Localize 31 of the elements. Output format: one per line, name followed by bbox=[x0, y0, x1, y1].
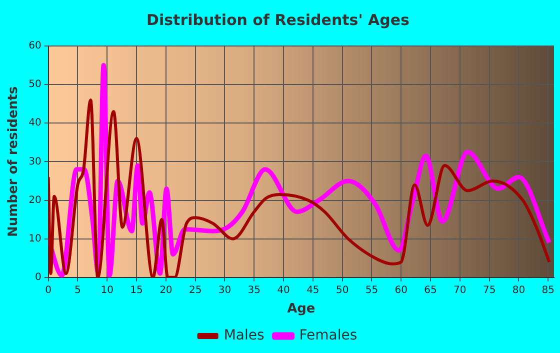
x-tick-label: 45 bbox=[306, 284, 320, 296]
y-tick-label: 0 bbox=[34, 272, 42, 283]
x-tick-label: 30 bbox=[218, 284, 232, 296]
x-tick-label: 55 bbox=[365, 284, 378, 296]
y-tick-label: 50 bbox=[28, 79, 42, 90]
chart-title: Distribution of Residents' Ages bbox=[146, 10, 410, 29]
legend-label: Females bbox=[299, 328, 358, 344]
x-tick-label: 15 bbox=[130, 284, 143, 296]
x-tick-label: 70 bbox=[454, 284, 466, 296]
x-tick-label: 25 bbox=[188, 284, 202, 296]
legend-label: Males bbox=[224, 328, 264, 344]
x-tick-label: 60 bbox=[394, 284, 408, 296]
y-tick-label: 30 bbox=[28, 156, 42, 168]
x-tick-label: 5 bbox=[74, 284, 81, 296]
y-tick-label: 10 bbox=[28, 233, 42, 244]
y-tick-label: 60 bbox=[28, 40, 42, 52]
x-tick-label: 75 bbox=[482, 284, 496, 296]
x-tick-label: 10 bbox=[100, 284, 114, 296]
x-tick-label: 35 bbox=[248, 284, 260, 296]
x-tick-label: 0 bbox=[45, 284, 52, 296]
line-series bbox=[48, 98, 551, 278]
y-tick-label: 40 bbox=[28, 118, 42, 129]
y-axis-title: Number of residents bbox=[6, 86, 22, 238]
y-tick-label: 20 bbox=[28, 194, 42, 206]
x-tick-label: 40 bbox=[277, 284, 290, 296]
x-tick-label: 50 bbox=[336, 284, 349, 296]
x-tick-label: 20 bbox=[160, 284, 172, 296]
x-tick-label: 65 bbox=[424, 284, 437, 296]
x-tick-label: 85 bbox=[542, 284, 554, 296]
x-tick-label: 80 bbox=[512, 284, 526, 296]
x-axis-title: Age bbox=[287, 302, 316, 317]
